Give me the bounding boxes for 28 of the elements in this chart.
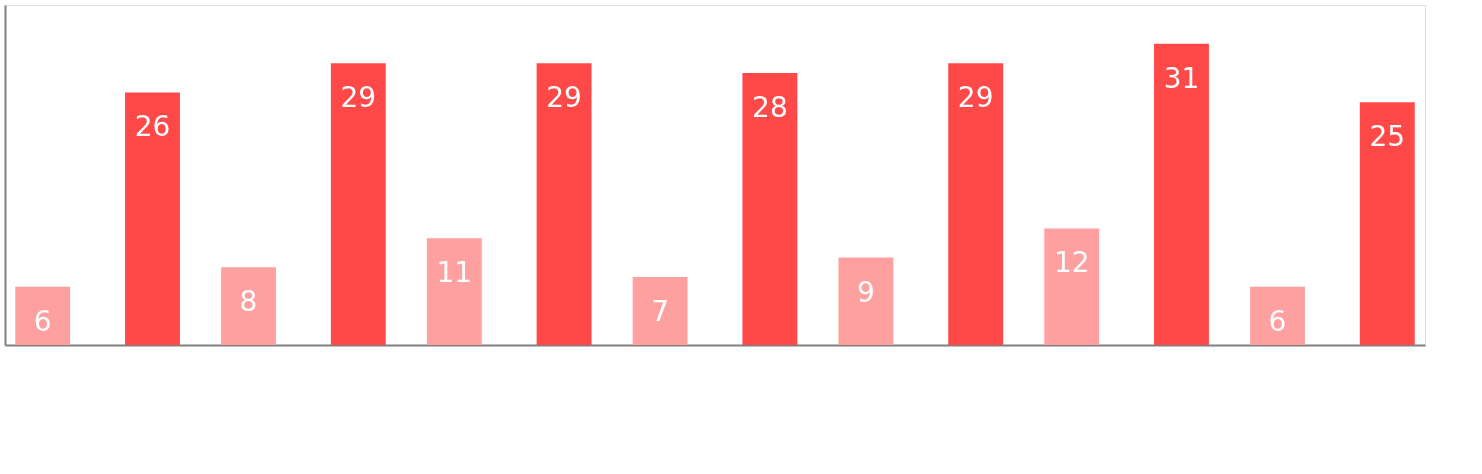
data-label: 9: [857, 275, 875, 309]
bar: [1044, 228, 1100, 345]
data-label: 25: [1369, 120, 1406, 154]
data-label: 8: [239, 285, 258, 319]
bar: [1154, 43, 1209, 345]
data-label: 28: [752, 91, 788, 124]
data-label: 29: [957, 81, 994, 115]
bar: [948, 63, 1004, 345]
data-label: 26: [134, 110, 171, 144]
data-label: 29: [546, 81, 582, 115]
bar: [742, 73, 798, 345]
data-label: 12: [1053, 246, 1090, 280]
bar: [15, 286, 71, 345]
bar: [632, 277, 688, 345]
bar: [1250, 286, 1305, 345]
bar: [426, 238, 482, 345]
bar: [838, 257, 894, 345]
data-label: 6: [1268, 304, 1287, 338]
bar: [125, 92, 180, 345]
data-label: 11: [436, 256, 473, 290]
data-label: 29: [340, 81, 377, 115]
data-label: 31: [1163, 61, 1200, 95]
bar: [330, 63, 386, 345]
bar: [536, 63, 592, 345]
data-label: 7: [651, 295, 670, 328]
bar: [1359, 102, 1415, 345]
bar: [221, 267, 276, 345]
data-label: 6: [33, 304, 52, 338]
